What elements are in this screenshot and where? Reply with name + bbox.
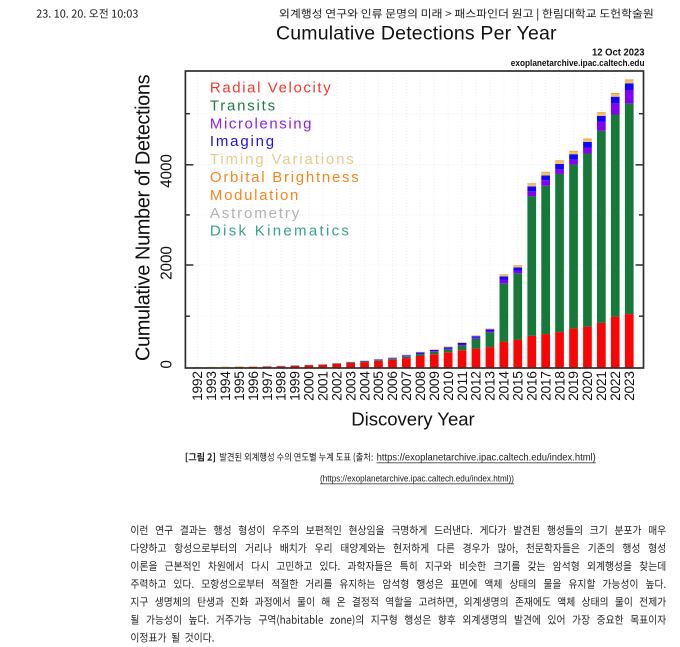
svg-text:2022: 2022 xyxy=(608,371,623,401)
svg-text:Microlensing: Microlensing xyxy=(210,115,312,132)
svg-text:1998: 1998 xyxy=(274,371,289,401)
svg-text:2015: 2015 xyxy=(511,371,526,401)
svg-text:2019: 2019 xyxy=(566,371,581,401)
svg-text:2016: 2016 xyxy=(524,371,539,401)
svg-text:2005: 2005 xyxy=(371,371,386,401)
svg-text:Cumulative Number of Detection: Cumulative Number of Detections xyxy=(133,74,155,361)
svg-text:4000: 4000 xyxy=(158,154,175,188)
svg-text:Discovery Year: Discovery Year xyxy=(351,408,475,429)
svg-text:2000: 2000 xyxy=(302,371,317,401)
svg-text:Modulation: Modulation xyxy=(210,187,298,204)
svg-text:exoplanetarchive.ipac.caltech.: exoplanetarchive.ipac.caltech.edu xyxy=(511,58,645,68)
svg-text:2017: 2017 xyxy=(538,371,553,401)
svg-text:2006: 2006 xyxy=(385,371,400,401)
svg-text:1997: 1997 xyxy=(260,371,275,401)
svg-text:1995: 1995 xyxy=(232,371,247,401)
svg-text:2007: 2007 xyxy=(399,371,414,401)
svg-text:2014: 2014 xyxy=(497,371,512,401)
svg-text:2003: 2003 xyxy=(343,371,358,401)
svg-text:Radial Velocity: Radial Velocity xyxy=(210,80,331,97)
svg-text:2012: 2012 xyxy=(469,371,484,401)
svg-text:2010: 2010 xyxy=(441,371,456,401)
svg-text:Astrometry: Astrometry xyxy=(210,205,300,222)
svg-text:1996: 1996 xyxy=(246,371,261,401)
svg-text:2008: 2008 xyxy=(413,371,428,401)
svg-text:2020: 2020 xyxy=(580,371,595,401)
svg-text:Disk Kinematics: Disk Kinematics xyxy=(210,223,349,240)
svg-text:2002: 2002 xyxy=(329,371,344,401)
svg-text:Cumulative Detections Per Year: Cumulative Detections Per Year xyxy=(276,22,557,44)
svg-text:(https://exoplanetarchive.ipac: (https://exoplanetarchive.ipac.caltech.e… xyxy=(320,474,514,484)
svg-text:1993: 1993 xyxy=(204,371,219,401)
svg-text:Timing Variations: Timing Variations xyxy=(210,151,354,168)
svg-text:1992: 1992 xyxy=(190,371,205,401)
svg-text:2011: 2011 xyxy=(455,371,470,401)
svg-text:Transits: Transits xyxy=(210,97,275,114)
svg-text:1994: 1994 xyxy=(218,371,233,401)
svg-text:2013: 2013 xyxy=(483,371,498,401)
svg-text:2023: 2023 xyxy=(622,371,637,401)
svg-text:2004: 2004 xyxy=(357,371,372,401)
svg-text:https://exoplanetarchive.ipac.: https://exoplanetarchive.ipac.caltech.ed… xyxy=(377,453,596,464)
svg-text:Orbital Brightness: Orbital Brightness xyxy=(210,169,359,186)
svg-text:Imaging: Imaging xyxy=(210,133,274,150)
svg-text:1999: 1999 xyxy=(288,371,303,401)
svg-text:2000: 2000 xyxy=(158,246,175,280)
svg-text:2009: 2009 xyxy=(427,371,442,401)
svg-text:0: 0 xyxy=(158,360,175,369)
svg-text:2021: 2021 xyxy=(594,371,609,401)
svg-text:12 Oct 2023: 12 Oct 2023 xyxy=(592,47,645,58)
svg-text:2001: 2001 xyxy=(316,371,331,401)
svg-text:2018: 2018 xyxy=(552,371,567,401)
